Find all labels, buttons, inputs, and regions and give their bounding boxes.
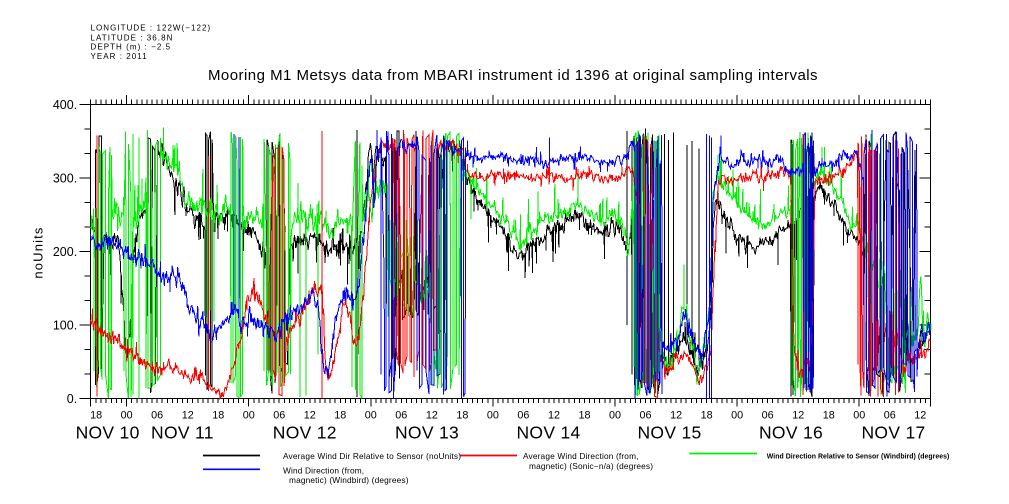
svg-text:Wind Direction (from,: Wind Direction (from, bbox=[283, 465, 364, 475]
svg-text:18: 18 bbox=[578, 409, 590, 421]
svg-text:NOV 13: NOV 13 bbox=[395, 422, 459, 442]
svg-text:00: 00 bbox=[121, 409, 133, 421]
svg-text:12: 12 bbox=[670, 409, 682, 421]
svg-text:12: 12 bbox=[304, 409, 316, 421]
svg-text:06: 06 bbox=[884, 409, 896, 421]
svg-text:12: 12 bbox=[914, 409, 926, 421]
svg-text:100.: 100. bbox=[53, 319, 77, 333]
svg-text:Average Wind Direction (from,: Average Wind Direction (from, bbox=[523, 451, 639, 461]
svg-text:18: 18 bbox=[90, 409, 102, 421]
svg-text:NOV 10: NOV 10 bbox=[76, 422, 140, 442]
svg-text:12: 12 bbox=[792, 409, 804, 421]
svg-text:Mooring M1 Metsys data from MB: Mooring M1 Metsys data from MBARI instru… bbox=[208, 67, 818, 84]
svg-text:12: 12 bbox=[426, 409, 438, 421]
svg-text:18: 18 bbox=[456, 409, 468, 421]
svg-text:NOV 14: NOV 14 bbox=[516, 422, 580, 442]
svg-text:noUnits: noUnits bbox=[31, 226, 46, 278]
svg-text:12: 12 bbox=[182, 409, 194, 421]
svg-text:NOV 17: NOV 17 bbox=[861, 422, 925, 442]
svg-text:18: 18 bbox=[212, 409, 224, 421]
svg-text:00: 00 bbox=[487, 409, 499, 421]
svg-text:00: 00 bbox=[731, 409, 743, 421]
svg-text:LONGITUDE : 122W(−122): LONGITUDE : 122W(−122) bbox=[91, 24, 212, 33]
svg-text:magnetic) (Windbird) (degrees): magnetic) (Windbird) (degrees) bbox=[289, 475, 409, 485]
svg-text:400.: 400. bbox=[53, 98, 77, 112]
svg-text:Wind Direction Relative to Sen: Wind Direction Relative to Sensor (Windb… bbox=[767, 453, 950, 460]
svg-text:magnetic) (Sonic−n/a) (degrees: magnetic) (Sonic−n/a) (degrees) bbox=[529, 461, 653, 471]
svg-text:06: 06 bbox=[639, 409, 651, 421]
svg-text:00: 00 bbox=[365, 409, 377, 421]
svg-text:06: 06 bbox=[762, 409, 774, 421]
svg-text:12: 12 bbox=[548, 409, 560, 421]
svg-text:YEAR : 2011: YEAR : 2011 bbox=[91, 52, 148, 61]
svg-text:NOV 11: NOV 11 bbox=[151, 422, 214, 442]
svg-text:300.: 300. bbox=[53, 172, 77, 186]
svg-text:DEPTH (m) : −2.5: DEPTH (m) : −2.5 bbox=[91, 43, 172, 52]
svg-text:06: 06 bbox=[517, 409, 529, 421]
svg-text:06: 06 bbox=[151, 409, 163, 421]
svg-text:18: 18 bbox=[334, 409, 346, 421]
svg-text:00: 00 bbox=[609, 409, 621, 421]
svg-text:18: 18 bbox=[701, 409, 713, 421]
svg-text:18: 18 bbox=[823, 409, 835, 421]
svg-text:NOV 12: NOV 12 bbox=[273, 422, 337, 442]
svg-text:00: 00 bbox=[853, 409, 865, 421]
svg-text:00: 00 bbox=[243, 409, 255, 421]
svg-text:06: 06 bbox=[273, 409, 285, 421]
svg-text:LATITUDE : 36.8N: LATITUDE : 36.8N bbox=[91, 34, 174, 43]
svg-text:0.: 0. bbox=[67, 392, 77, 406]
svg-text:NOV 15: NOV 15 bbox=[637, 422, 701, 442]
svg-text:Average Wind Dir Relative to S: Average Wind Dir Relative to Sensor (noU… bbox=[283, 451, 461, 461]
svg-text:NOV 16: NOV 16 bbox=[759, 422, 823, 442]
svg-text:200.: 200. bbox=[53, 245, 77, 259]
svg-text:06: 06 bbox=[395, 409, 407, 421]
